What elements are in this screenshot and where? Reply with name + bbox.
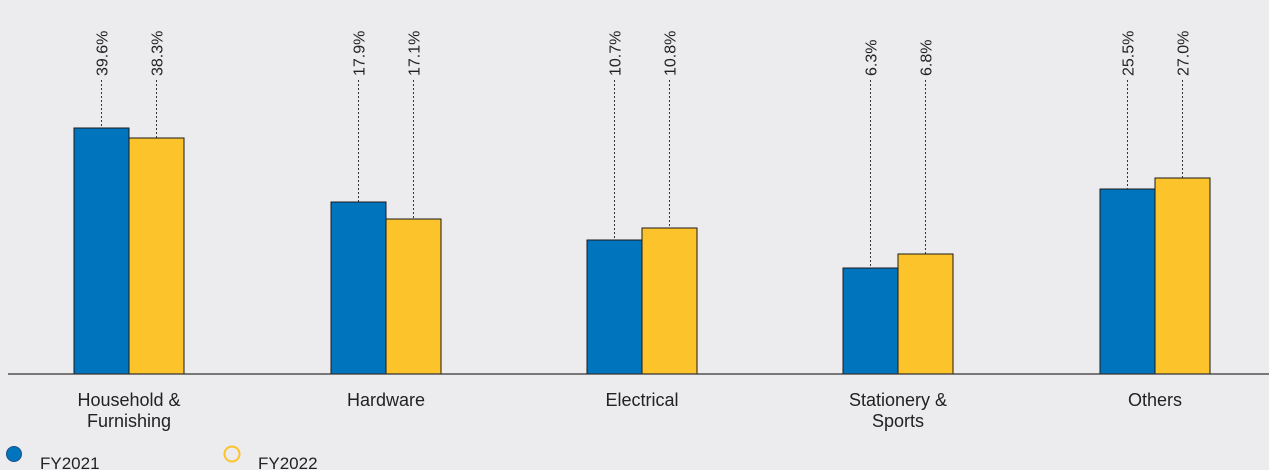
- bar-fy2021-2: [586, 239, 643, 375]
- value-label-fy2022-3: 6.8%: [919, 40, 936, 76]
- bar-fy2021-1: [330, 201, 387, 375]
- category-label-0: Household & Furnishing: [77, 390, 180, 431]
- category-label-3: Stationery & Sports: [849, 390, 947, 431]
- category-label-1: Hardware: [347, 390, 425, 410]
- value-label-fy2021-0: 39.6%: [95, 31, 112, 76]
- bar-fy2021-4: [1099, 188, 1156, 375]
- bars-layer: 39.6% 38.3% 17.9% 17.1% 10.7% 10.8% 6.3% 6.8% 25…: [73, 31, 1211, 375]
- legend-marker-fy2022: [223, 445, 241, 463]
- legend-label-fy2021: FY2021: [40, 454, 100, 470]
- legend: FY2021 FY2022: [6, 445, 318, 470]
- category-label-line: Others: [1128, 390, 1182, 410]
- value-label-fy2022-0: 38.3%: [150, 31, 167, 76]
- category-labels: Household & Furnishing Hardware Electrical S…: [77, 390, 1182, 431]
- category-label-line: Electrical: [605, 390, 678, 410]
- category-label-line: Hardware: [347, 390, 425, 410]
- bar-fy2022-4: [1154, 177, 1211, 375]
- value-label-fy2021-3: 6.3%: [864, 40, 881, 76]
- category-label-line: Furnishing: [87, 411, 171, 431]
- legend-label-fy2022: FY2022: [258, 454, 318, 470]
- value-label-fy2022-2: 10.8%: [663, 31, 680, 76]
- value-label-fy2022-1: 17.1%: [407, 31, 424, 76]
- category-label-line: Stationery &: [849, 390, 947, 410]
- category-label-line: Sports: [872, 411, 924, 431]
- bar-fy2022-2: [641, 227, 698, 375]
- category-label-line: Household &: [77, 390, 180, 410]
- bar-fy2021-3: [842, 267, 899, 375]
- legend-marker-fy2021: [6, 446, 22, 462]
- bar-fy2022-0: [128, 137, 185, 375]
- category-label-4: Others: [1128, 390, 1182, 410]
- bar-fy2021-0: [73, 127, 130, 375]
- category-label-2: Electrical: [605, 390, 678, 410]
- value-label-fy2021-2: 10.7%: [608, 31, 625, 76]
- value-label-fy2021-1: 17.9%: [352, 31, 369, 76]
- value-label-fy2022-4: 27.0%: [1176, 31, 1193, 76]
- value-label-fy2021-4: 25.5%: [1121, 31, 1138, 76]
- bar-fy2022-1: [385, 218, 442, 375]
- bar-fy2022-3: [897, 253, 954, 375]
